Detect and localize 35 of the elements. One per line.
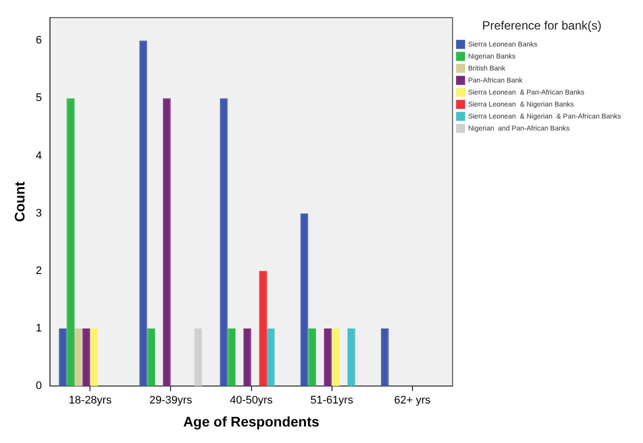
y-tick-label: 2 bbox=[36, 264, 42, 277]
bar bbox=[66, 98, 74, 386]
bar bbox=[243, 328, 252, 386]
bar bbox=[147, 328, 156, 386]
y-tick-label: 4 bbox=[36, 150, 42, 162]
x-axis-title: Age of Respondents bbox=[183, 413, 320, 430]
bar bbox=[74, 328, 82, 386]
bar bbox=[228, 328, 236, 386]
bar bbox=[194, 328, 202, 386]
bar bbox=[308, 328, 316, 386]
bar bbox=[220, 98, 228, 386]
bar bbox=[380, 328, 389, 386]
bar bbox=[259, 270, 267, 386]
bar bbox=[324, 328, 332, 386]
bar bbox=[90, 328, 98, 386]
x-tick-label: 51-61yrs bbox=[310, 394, 354, 407]
y-tick-label: 6 bbox=[36, 34, 42, 47]
x-tick-label: 40-50yrs bbox=[230, 394, 274, 407]
legend-title: Preference for bank(s) bbox=[482, 18, 602, 32]
bar bbox=[347, 328, 356, 386]
y-axis-title: Count bbox=[11, 181, 28, 222]
bar bbox=[332, 328, 340, 386]
bar bbox=[300, 213, 308, 386]
x-tick-label: 18-28yrs bbox=[68, 394, 112, 407]
x-tick-label: 62+ yrs bbox=[394, 394, 431, 407]
y-tick-label: 0 bbox=[36, 380, 42, 392]
bar bbox=[266, 328, 275, 386]
y-tick-label: 1 bbox=[36, 322, 42, 334]
bar bbox=[139, 40, 148, 386]
bar bbox=[58, 328, 67, 386]
bar bbox=[162, 98, 171, 386]
y-tick-label: 3 bbox=[36, 207, 42, 220]
x-tick-label: 29-39yrs bbox=[149, 394, 193, 407]
y-tick-label: 5 bbox=[36, 92, 42, 104]
bar bbox=[82, 328, 90, 386]
